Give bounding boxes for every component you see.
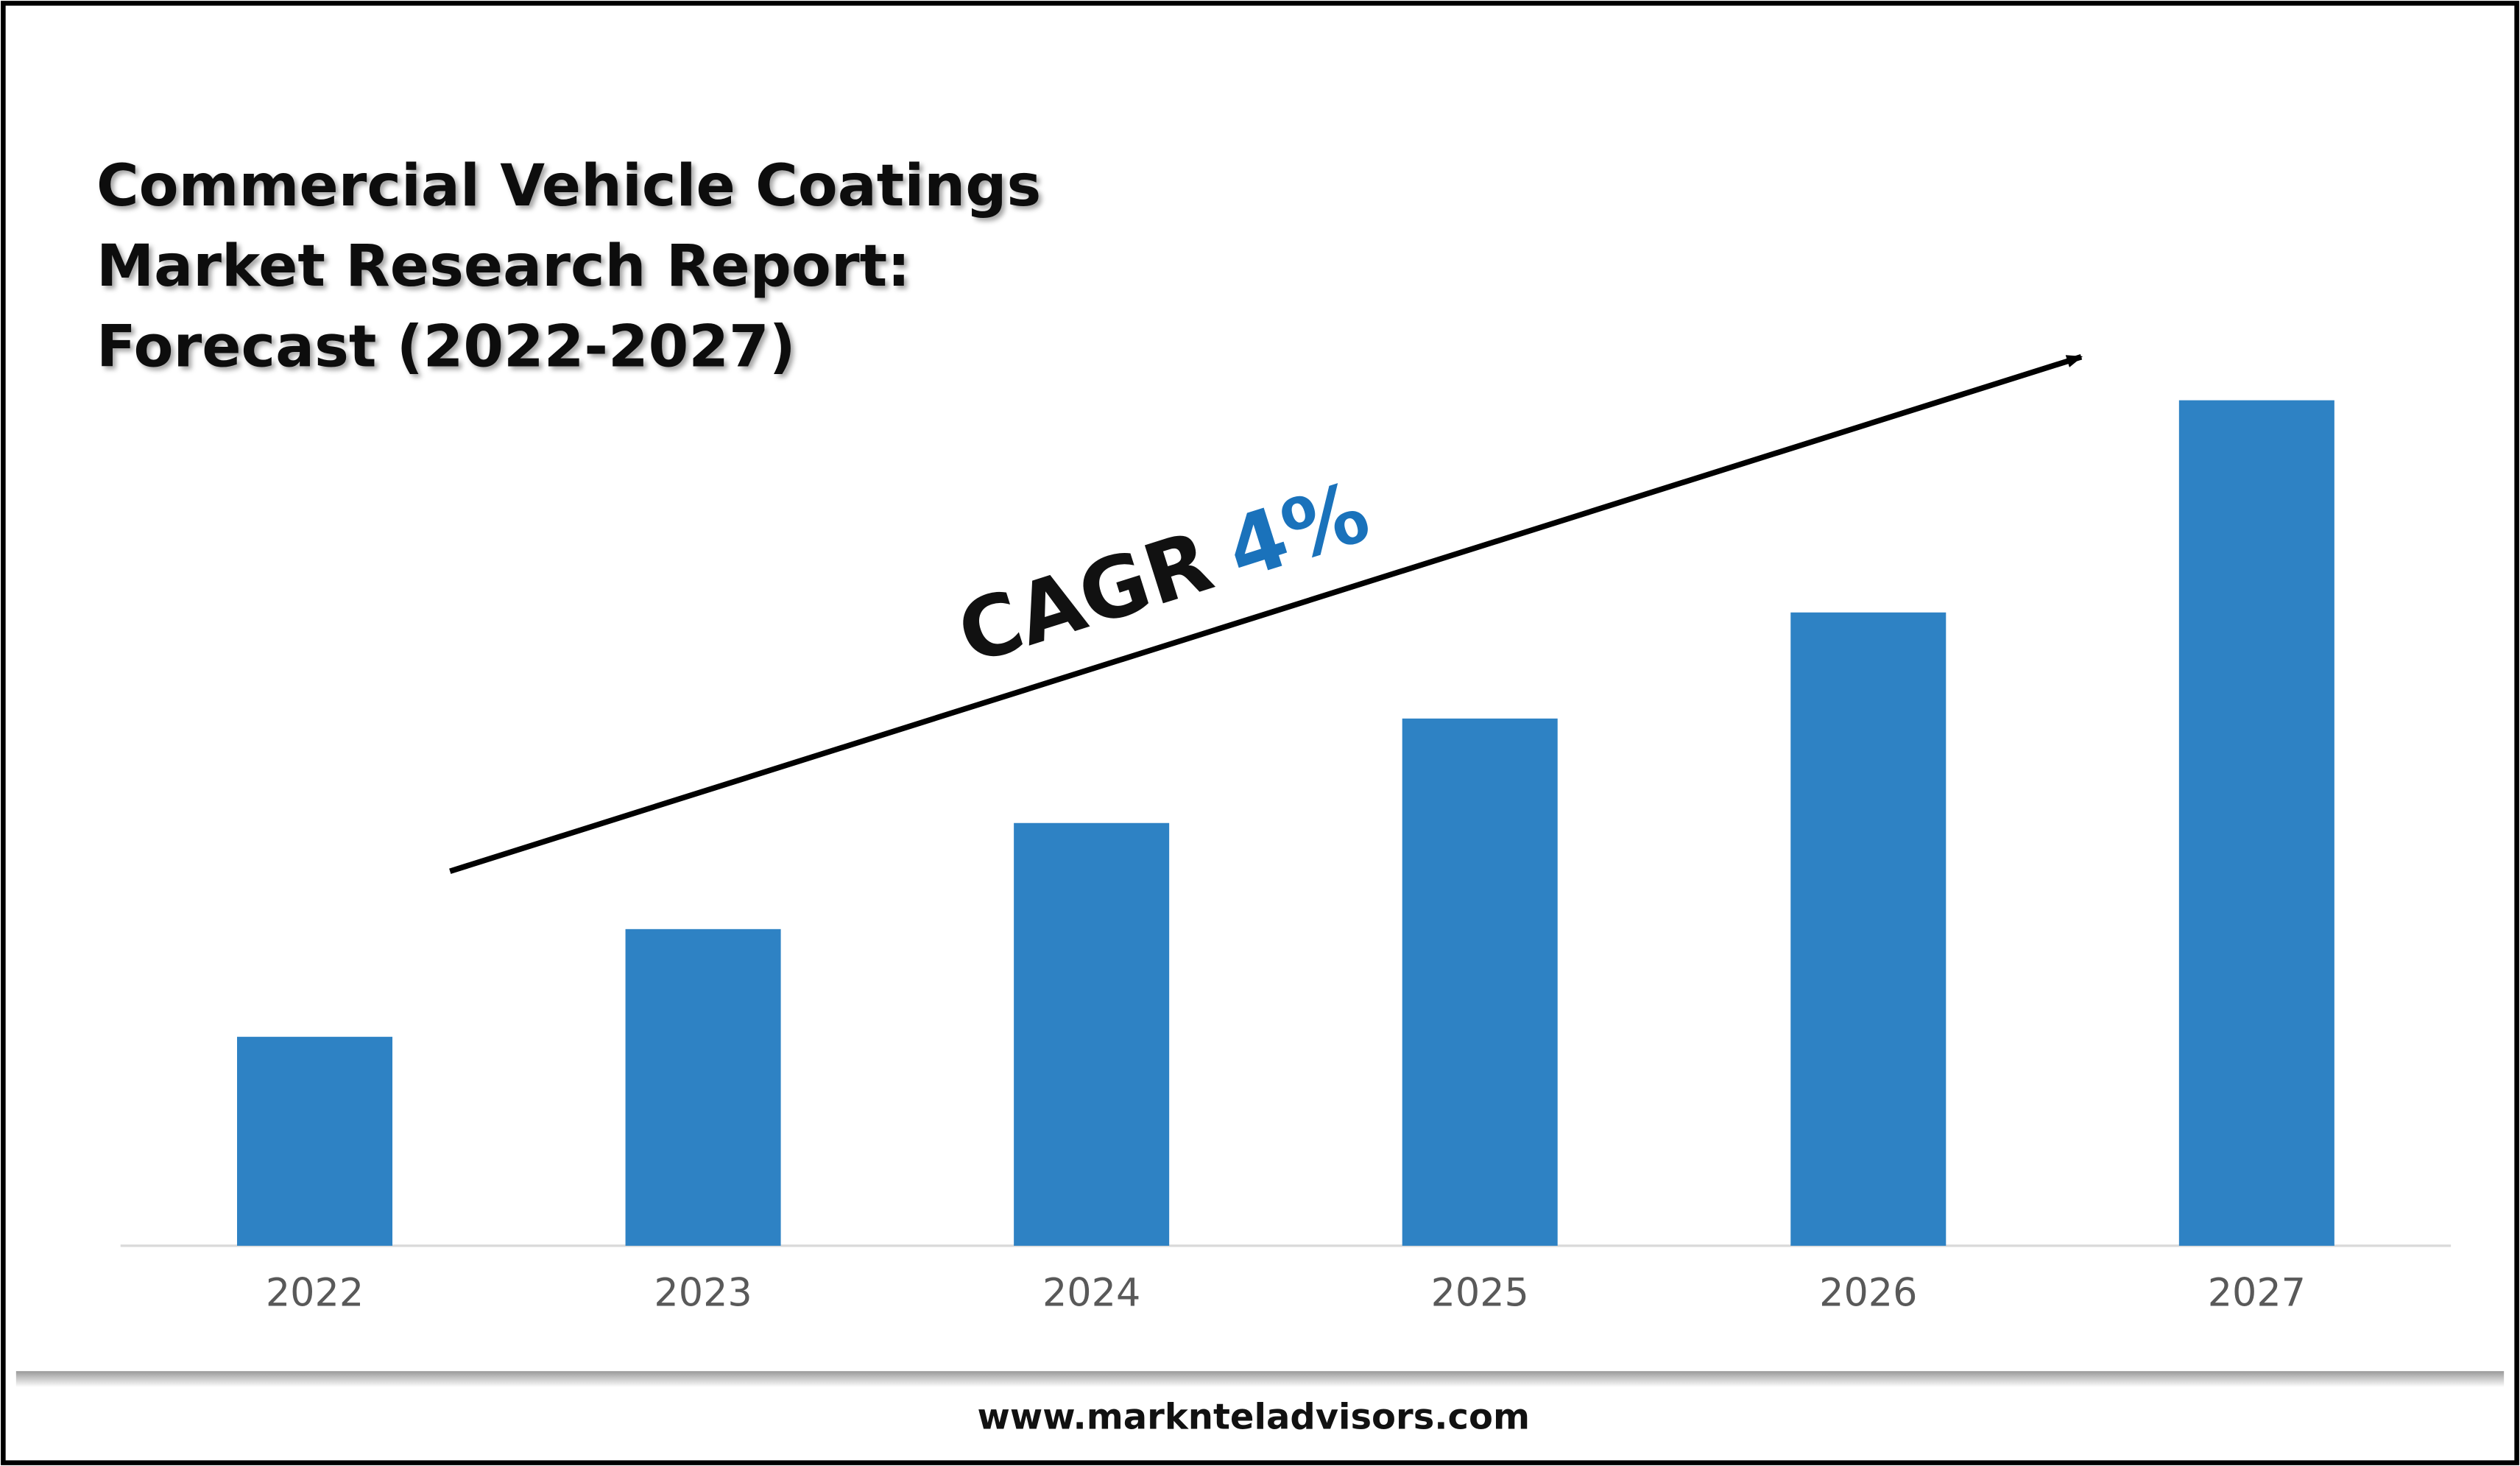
x-tick-label: 2025 <box>1431 1271 1529 1316</box>
chart-title: Commercial Vehicle Coatings <box>96 152 1041 219</box>
bar <box>1790 612 1947 1246</box>
footer: www.marknteladvisors.com <box>978 1397 1531 1438</box>
bar <box>1402 718 1558 1246</box>
bar <box>625 928 781 1246</box>
trend-arrow <box>449 354 2083 874</box>
x-tick-label: 2024 <box>1042 1271 1140 1316</box>
bar <box>2178 400 2334 1246</box>
chart-title: Market Research Report: <box>96 232 911 300</box>
x-tick-label: 2022 <box>266 1271 364 1316</box>
divider <box>15 1371 2505 1387</box>
x-tick-label: 2023 <box>654 1271 752 1316</box>
x-tick-label: 2027 <box>2208 1271 2306 1316</box>
bar <box>236 1037 393 1246</box>
x-tick-label: 2026 <box>1819 1271 1917 1316</box>
chart-title: Forecast (2022-2027) <box>96 312 796 380</box>
bar <box>1014 822 1170 1246</box>
